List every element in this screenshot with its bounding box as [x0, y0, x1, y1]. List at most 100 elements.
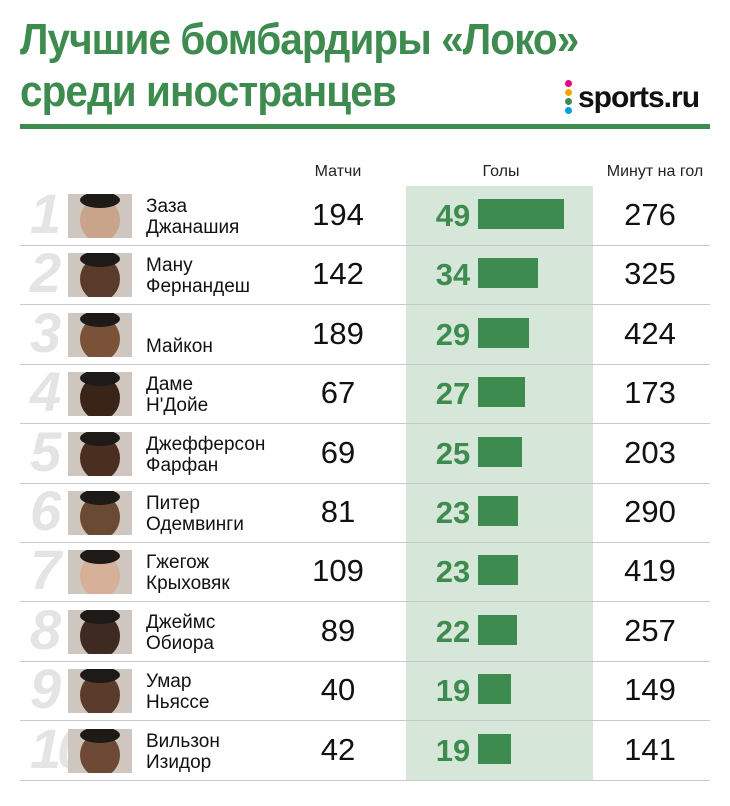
rank-number: 4 [30, 360, 61, 424]
minutes-per-goal-value: 173 [624, 375, 676, 411]
goals-value: 34 [435, 257, 471, 293]
player-first-name: Гжегож [146, 552, 210, 574]
page-title: Лучшие бомбардиры «Локо» среди иностранц… [20, 14, 579, 118]
goals-bar [478, 733, 512, 764]
goals-value: 27 [435, 376, 471, 412]
rank-number: 6 [30, 479, 61, 542]
title-divider [20, 124, 710, 129]
logo-dots-icon [562, 80, 574, 116]
player-last-name: Одемвинги [146, 514, 244, 535]
player-photo [68, 372, 132, 417]
table-row: 8 Джеймс Обиора 89 22 257 [20, 597, 710, 662]
minutes-per-goal-value: 257 [624, 612, 676, 648]
table-row: 1 Заза Джанашия 194 49 276 [20, 182, 710, 246]
player-last-name: Обиора [146, 632, 214, 654]
table-row: 5 Джефферсон Фарфан 69 25 203 [20, 419, 710, 484]
row-divider [20, 542, 710, 543]
player-last-name: Н'Дойе [146, 395, 209, 417]
matches-value: 67 [320, 375, 356, 411]
matches-value: 109 [312, 553, 364, 589]
minutes-per-goal-value: 419 [624, 553, 676, 589]
matches-value: 189 [312, 315, 364, 351]
goals-bar [478, 377, 526, 408]
player-name: Питер Одемвинги [146, 493, 296, 535]
player-last-name: Майкон [146, 335, 213, 357]
goals-bar [478, 317, 529, 348]
matches-value: 142 [312, 256, 364, 292]
goals-bar [478, 199, 564, 229]
minutes-per-goal-value: 149 [624, 672, 676, 708]
row-divider [20, 660, 710, 662]
player-last-name: Крыховяк [146, 573, 230, 595]
table-row: 6 Питер Одемвинги 81 23 290 [20, 479, 710, 543]
brand-name: sports.ru [578, 81, 700, 114]
rank-number: 2 [30, 241, 61, 305]
rank-number: 9 [30, 657, 61, 721]
matches-value: 69 [320, 434, 356, 470]
goals-bar [478, 496, 519, 526]
header-minutes-per-goal: Минут на гол [606, 163, 704, 180]
goals-value: 23 [435, 554, 471, 590]
player-name: Умар Ньяссе [146, 671, 296, 713]
goals-value: 29 [435, 316, 471, 352]
row-divider [20, 245, 710, 246]
goals-bar [478, 674, 512, 705]
goals-bar [478, 436, 522, 467]
minutes-per-goal-value: 203 [624, 434, 676, 470]
rank-number: 3 [30, 300, 61, 364]
player-first-name: Заза [146, 196, 188, 217]
table-row: 4 Даме Н'Дойе 67 27 173 [20, 360, 710, 425]
player-photo [68, 194, 132, 238]
player-first-name: Даме [146, 374, 194, 396]
row-divider [20, 779, 710, 781]
player-last-name: Изидор [146, 751, 212, 773]
matches-value: 194 [312, 197, 364, 232]
goals-bar [478, 555, 519, 586]
header-matches: Матчи [314, 163, 362, 180]
minutes-per-goal-value: 424 [624, 315, 676, 351]
player-name: Майкон [146, 336, 296, 357]
player-photo [68, 312, 132, 357]
player-photo [68, 550, 132, 595]
goals-value: 23 [435, 495, 471, 530]
player-name: Вильзон Изидор [146, 731, 296, 773]
player-photo [68, 609, 132, 654]
rank-number: 8 [30, 597, 61, 661]
player-last-name: Джанашия [146, 217, 240, 238]
player-first-name: Питер [146, 493, 200, 514]
player-photo [68, 431, 132, 476]
table-row: 7 Гжегож Крыховяк 109 23 419 [20, 540, 710, 603]
sports-ru-logo: sports.ru [562, 78, 700, 118]
row-divider [20, 363, 710, 365]
goals-value: 49 [435, 198, 471, 233]
player-name: Заза Джанашия [146, 196, 296, 238]
player-name: Ману Фернандеш [146, 255, 296, 297]
rank-number: 5 [30, 419, 61, 483]
player-first-name: Вильзон [146, 730, 220, 752]
table-row: 10 Вильзон Изидор 42 19 141 [20, 718, 710, 781]
minutes-per-goal-value: 276 [624, 197, 676, 232]
minutes-per-goal-value: 141 [624, 731, 676, 767]
player-photo [68, 253, 132, 298]
minutes-per-goal-value: 325 [624, 256, 676, 292]
header-goals: Голы [482, 163, 520, 180]
table-row: 3 Майкон 189 29 424 [20, 300, 710, 365]
player-first-name: Джеймс [146, 611, 216, 633]
player-last-name: Фарфан [146, 454, 219, 476]
rank-number: 1 [30, 182, 61, 245]
minutes-per-goal-value: 290 [624, 494, 676, 529]
matches-value: 42 [320, 731, 356, 767]
row-divider [20, 720, 710, 722]
player-first-name: Джефферсон [146, 433, 266, 455]
title-line-1: Лучшие бомбардиры «Локо» [20, 15, 579, 64]
table-row: 2 Ману Фернандеш 142 34 325 [20, 241, 710, 306]
player-name: Джефферсон Фарфан [146, 434, 296, 476]
goals-value: 25 [435, 435, 471, 471]
player-photo [68, 669, 132, 714]
player-last-name: Фернандеш [146, 276, 251, 298]
matches-value: 89 [320, 612, 356, 648]
row-divider [20, 601, 710, 603]
goals-bar [478, 614, 517, 645]
player-first-name: Умар [146, 671, 192, 693]
goals-value: 19 [435, 732, 471, 768]
